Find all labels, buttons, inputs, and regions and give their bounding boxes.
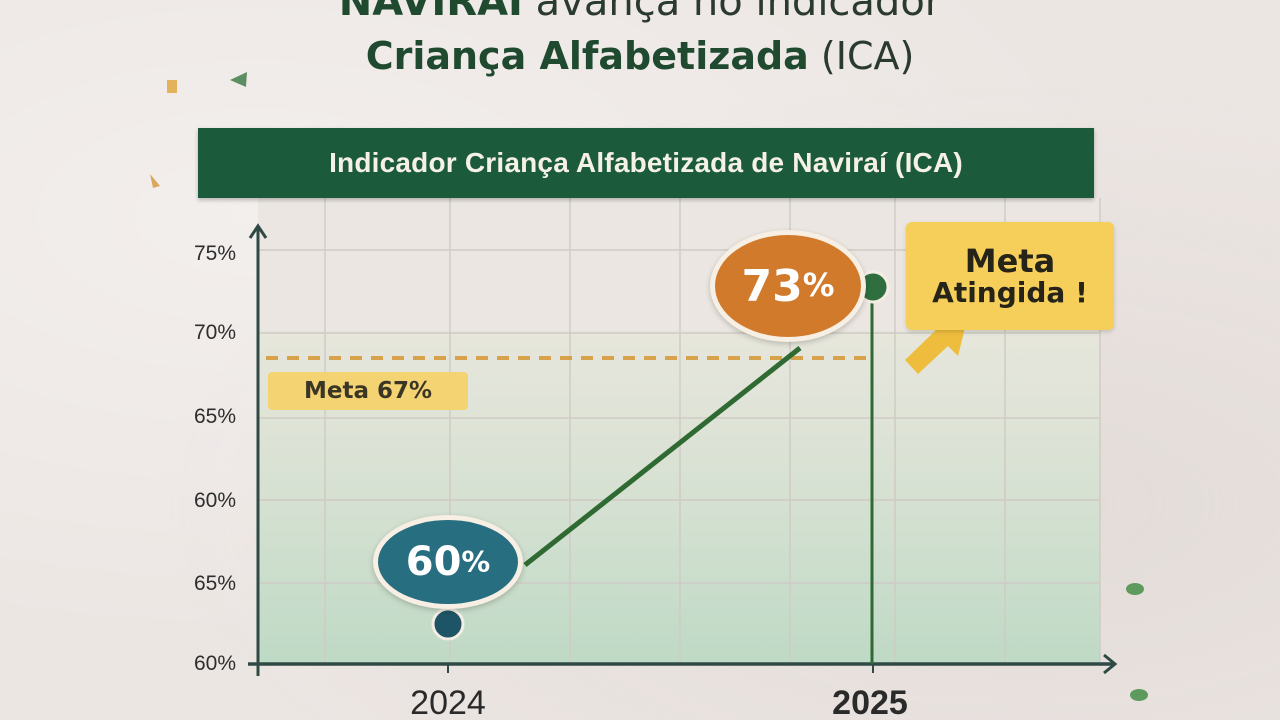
y-tick-label: 60% <box>193 489 236 512</box>
value-bubble-2025: 73% <box>710 230 866 342</box>
value-2024-number: 60 <box>405 539 462 585</box>
y-tick-label: 65% <box>193 572 236 595</box>
goal-achieved-callout: Meta Atingida ! <box>906 222 1114 330</box>
callout-line-2: Atingida ! <box>932 276 1088 310</box>
confetti-leaf-icon <box>1130 689 1148 701</box>
confetti-triangle-icon <box>230 72 247 87</box>
series-line <box>523 346 802 567</box>
value-bubble-2024: 60% <box>373 515 523 609</box>
chart-title-banner: Indicador Criança Alfabetizada de Navira… <box>198 128 1094 198</box>
data-point-2024 <box>431 607 465 641</box>
confetti-square-icon <box>167 80 177 93</box>
headline-line-2: Criança Alfabetizada (ICA) <box>0 32 1280 80</box>
y-tick-label: 75% <box>193 242 236 265</box>
y-tick-label: 60% <box>193 652 236 675</box>
y-tick-label: 65% <box>193 405 236 428</box>
value-2025-number: 73 <box>741 260 803 312</box>
value-2024-unit: % <box>461 545 491 579</box>
headline-line-1: NAVIRAÍ avança no indicador <box>0 0 1280 26</box>
headline-indicator: Criança Alfabetizada <box>365 34 809 78</box>
target-label: Meta 67% <box>268 372 468 410</box>
callout-arrow-icon <box>905 316 968 374</box>
x-axis-arrow-icon <box>1103 653 1118 675</box>
headline-acronym: (ICA) <box>808 34 915 78</box>
confetti-leaf-icon <box>1126 583 1144 595</box>
chart-title: Indicador Criança Alfabetizada de Navira… <box>329 147 963 178</box>
x-tick-2024: 2024 <box>410 684 486 720</box>
y-axis-arrow-icon <box>248 223 268 239</box>
y-tick-label: 70% <box>193 321 236 344</box>
x-tick-2025: 2025 <box>832 684 908 720</box>
headline-city: NAVIRAÍ <box>338 0 523 25</box>
confetti-shard-icon <box>150 174 160 188</box>
value-2025-unit: % <box>802 268 835 304</box>
callout-line-1: Meta <box>964 241 1056 280</box>
headline-text: avança no indicador <box>522 0 942 25</box>
